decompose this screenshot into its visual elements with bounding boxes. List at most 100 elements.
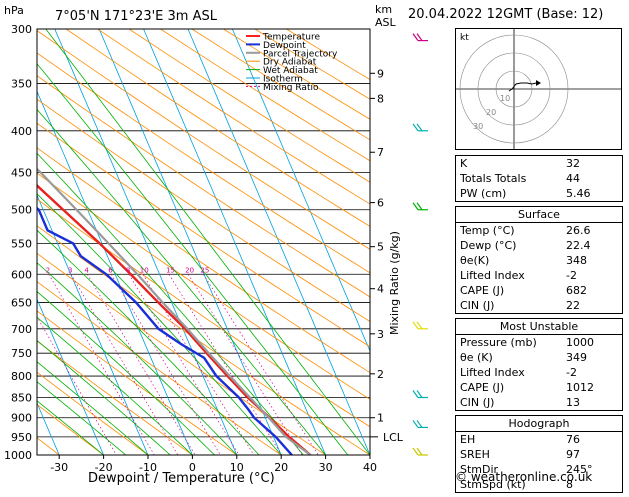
wind-barb-feather [412,420,419,428]
x-tick-label: -30 [50,461,68,474]
mixing-ratio-label: 15 [166,266,175,274]
dry-adiabat [37,30,370,250]
legend-item: Wet Adiabat [263,66,318,76]
pressure-tick-label: 550 [11,237,32,250]
surface-title: Surface [456,207,622,223]
mixing-ratio-label: 4 [84,266,89,274]
wet-adiabat [37,400,104,455]
mixing-ratio-line [87,274,196,455]
x-tick-label: -20 [95,461,113,474]
isotherm [37,90,193,455]
pressure-tick-label: 950 [11,431,32,444]
wet-adiabat [37,291,215,455]
wind-barb-feather [416,420,423,428]
wind-barb-feather [416,33,423,41]
top-indices-box: K 32 Totals Totals 44 PW (cm) 5.46 [455,155,623,202]
isotherm [98,29,282,455]
wet-adiabat [37,339,171,455]
x-tick-label: 10 [230,461,244,474]
pressure-tick-label: 350 [11,78,32,91]
alt-km-label: 4 [377,283,384,296]
dry-adiabat [37,403,104,455]
pressure-tick-label: 450 [11,166,32,179]
hodograph-ring-20 [477,52,551,126]
skewt-chart: 1 2 3 4 6 8 10 15 20 25 3003504004505005506006507… [4,3,428,486]
wet-adiabat [37,152,304,455]
mixing-ratio-axis-label: Mixing Ratio (g/kg) [388,231,401,335]
wet-adiabat [37,63,349,455]
dry-adiabat [37,172,370,400]
hodograph-ring-label-10: 10 [500,94,510,103]
wet-adiabat [37,381,127,455]
p-unit-label: hPa [4,4,24,17]
index-row-pw: PW (cm) 5.46 [460,187,591,200]
mixing-ratio-line [168,274,283,455]
mixing-ratio-label: 25 [200,266,209,274]
hodograph-trace [508,82,537,92]
hodograph-ring-30 [459,34,569,144]
wet-adiabat [37,316,193,455]
wet-adiabat [37,361,149,455]
wet-adiabat [37,229,260,455]
dry-adiabat [160,29,370,162]
wind-barb-feather [412,390,419,398]
alt-km-label: 6 [377,197,384,210]
series-parcel-trajectory [37,167,312,455]
wet-adiabat [45,29,370,455]
hodo-row: SREH 97 [460,448,580,461]
mixing-ratio-line [203,274,319,455]
mu-row: CAPE (J) 1012 [460,381,594,394]
pressure-tick-label: 300 [11,23,32,36]
isotherm [187,29,370,455]
alt-km-label: 5 [377,241,384,254]
surface-row: CAPE (J) 682 [460,284,587,297]
indices-panel: K 32 Totals Totals 44 PW (cm) 5.46 Surface … [455,155,623,497]
surface-box: Surface Temp (°C) 26.6 Dewp (°C) 22.4 θe(K… [455,206,623,314]
wind-barb-feather [412,447,419,456]
legend-item: Parcel Trajectory [263,49,338,59]
dry-adiabat [37,147,370,374]
pressure-tick-label: 650 [11,297,32,310]
mixing-ratio-label: 2 [46,266,50,274]
isotherm [231,29,370,353]
dry-adiabat [37,198,370,428]
dry-adiabat [128,29,370,183]
x-tick-label: 0 [189,461,196,474]
isotherm [37,194,149,455]
wind-barb-feather [412,33,419,41]
pressure-tick-label: 750 [11,347,32,360]
mixing-ratio-line [187,274,303,455]
alt-km-label: 7 [377,146,384,159]
mixing-ratio-label: 3 [68,266,72,274]
hodograph-ring-label-30: 30 [473,122,483,131]
pressure-tick-label: 1000 [4,449,32,462]
mu-row: Lifted Index -2 [460,366,577,379]
pressure-tick-label: 800 [11,370,32,383]
mixing-ratio-label: 20 [185,266,194,274]
alt-unit-asl: ASL [375,16,397,29]
storm-motion-arrow [536,80,541,86]
mixing-ratio-label: 8 [126,266,130,274]
dry-adiabat [37,310,238,455]
pressure-tick-label: 900 [11,412,32,425]
hodograph: kt 10 20 30 [455,28,622,150]
most-unstable-title: Most Unstable [456,319,622,335]
wind-barb-feather [412,123,419,132]
most-unstable-box: Most Unstable Pressure (mb) 1000 θe (K) 34… [455,318,623,411]
wet-adiabat [37,108,326,455]
dry-adiabat [37,371,149,455]
x-tick-label: -10 [139,461,157,474]
wind-barb-feather [416,321,423,330]
mixing-ratio-line [37,316,117,455]
pressure-tick-label: 850 [11,391,32,404]
wind-barb-feather [416,390,423,398]
wind-barb-feather [416,123,423,132]
isotherm [37,298,104,455]
surface-row: CIN (J) 22 [460,299,580,312]
x-tick-label: 40 [363,461,377,474]
wind-barb-feather [416,447,423,456]
pressure-tick-label: 400 [11,125,32,138]
mixing-ratio-line [110,274,221,455]
index-row-k: K 32 [460,157,580,170]
legend-item: Dry Adiabat [263,58,317,68]
